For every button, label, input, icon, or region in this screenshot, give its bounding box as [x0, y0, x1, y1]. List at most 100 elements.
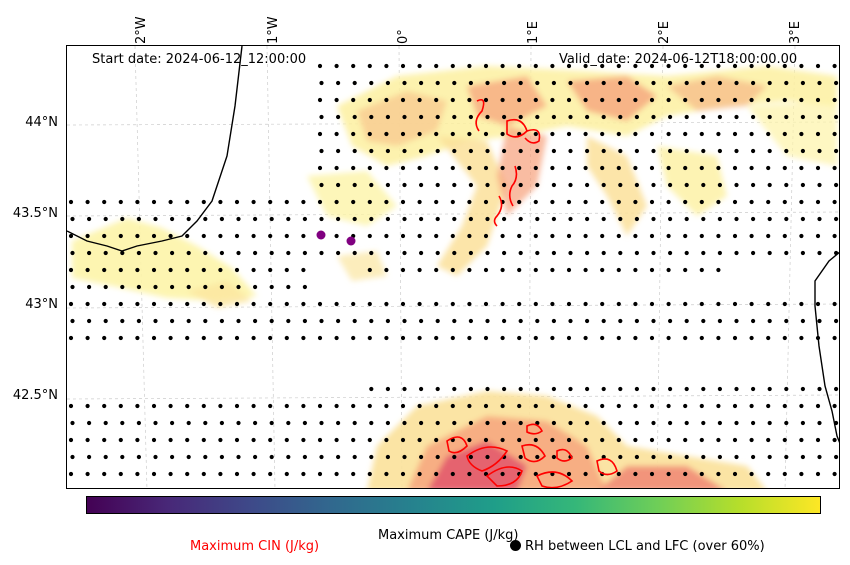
rh-marker [518, 420, 523, 426]
rh-marker [782, 165, 787, 171]
rh-marker [600, 403, 605, 409]
rh-marker [351, 471, 356, 477]
rh-marker [535, 148, 540, 154]
rh-marker [369, 420, 374, 426]
rh-marker [120, 250, 125, 256]
rh-marker [517, 233, 522, 239]
rh-marker [351, 437, 356, 443]
rh-marker [317, 63, 323, 69]
rh-marker [485, 420, 490, 426]
rh-marker [683, 301, 688, 307]
rh-marker [583, 131, 588, 137]
rh-marker [236, 454, 241, 460]
rh-marker [170, 284, 175, 290]
rh-marker [251, 233, 256, 239]
rh-marker [483, 165, 489, 171]
rh-marker [102, 267, 107, 273]
rh-marker [684, 80, 689, 86]
rh-marker [301, 335, 306, 341]
rh-marker [583, 267, 588, 273]
rh-marker [684, 114, 689, 120]
rh-marker [518, 80, 523, 86]
rh-marker [734, 420, 739, 426]
rh-legend: RH between LCL and LFC (over 60%) [510, 539, 765, 554]
rh-marker [551, 386, 556, 392]
rh-marker [651, 80, 656, 86]
rh-marker [649, 165, 655, 171]
rh-marker [286, 216, 291, 222]
rh-marker [651, 182, 656, 188]
rh-marker [85, 403, 90, 409]
rh-marker [268, 437, 273, 443]
rh-marker [666, 471, 671, 477]
rh-marker [800, 454, 806, 460]
rh-marker [550, 63, 555, 69]
rh-marker [203, 420, 208, 426]
rh-marker [151, 301, 157, 307]
rh-marker [334, 471, 339, 477]
rh-marker [666, 199, 671, 205]
rh-marker [618, 216, 623, 222]
rh-marker [434, 63, 439, 69]
rh-marker [452, 182, 457, 188]
rh-marker [533, 63, 538, 69]
rh-marker [784, 454, 789, 460]
rh-marker [434, 97, 439, 103]
rh-marker [832, 301, 837, 307]
rh-marker [367, 471, 372, 477]
rh-marker [517, 403, 522, 409]
rh-marker [716, 63, 721, 69]
rh-marker [716, 131, 721, 137]
rh-marker [782, 233, 787, 239]
rh-marker [600, 437, 605, 443]
rh-marker [135, 301, 140, 307]
rh-marker [68, 199, 74, 205]
rh-marker [666, 131, 671, 137]
rh-marker [668, 216, 673, 222]
rh-marker [601, 420, 606, 426]
rh-marker [616, 63, 621, 69]
rh-marker [782, 335, 787, 341]
rh-marker [683, 131, 688, 137]
rh-marker [234, 437, 240, 443]
rh-marker [585, 80, 590, 86]
rh-marker [668, 386, 673, 392]
rh-marker [485, 114, 490, 120]
rh-marker [633, 165, 638, 171]
rh-marker [684, 420, 689, 426]
rh-marker [286, 420, 291, 426]
rh-marker [566, 335, 572, 341]
rh-marker [533, 267, 538, 273]
rh-marker [168, 437, 173, 443]
rh-marker [767, 386, 772, 392]
rh-marker [186, 420, 191, 426]
rh-marker [749, 335, 754, 341]
rh-marker [236, 318, 241, 324]
rh-marker [566, 199, 572, 205]
rh-marker [751, 182, 756, 188]
rh-marker [800, 80, 806, 86]
rh-marker [817, 420, 822, 426]
rh-marker [384, 437, 389, 443]
rh-marker [601, 182, 606, 188]
rh-marker [218, 437, 223, 443]
rh-marker [186, 454, 191, 460]
colorbar-label: Maximum CAPE (J/kg) [378, 528, 519, 543]
rh-marker [319, 80, 324, 86]
rh-marker [369, 454, 374, 460]
rh-marker [286, 454, 291, 460]
rh-marker [385, 216, 390, 222]
rh-legend-label: RH between LCL and LFC (over 60%) [525, 539, 765, 554]
rh-marker [400, 199, 406, 205]
rh-marker [136, 250, 141, 256]
rh-marker [452, 386, 457, 392]
rh-marker [668, 148, 673, 154]
rh-marker [151, 199, 157, 205]
rh-marker [782, 131, 787, 137]
rh-marker [550, 199, 555, 205]
rh-marker [568, 250, 573, 256]
rh-marker [317, 165, 323, 171]
rh-marker [550, 233, 555, 239]
rh-marker [684, 454, 689, 460]
rh-marker [601, 250, 606, 256]
